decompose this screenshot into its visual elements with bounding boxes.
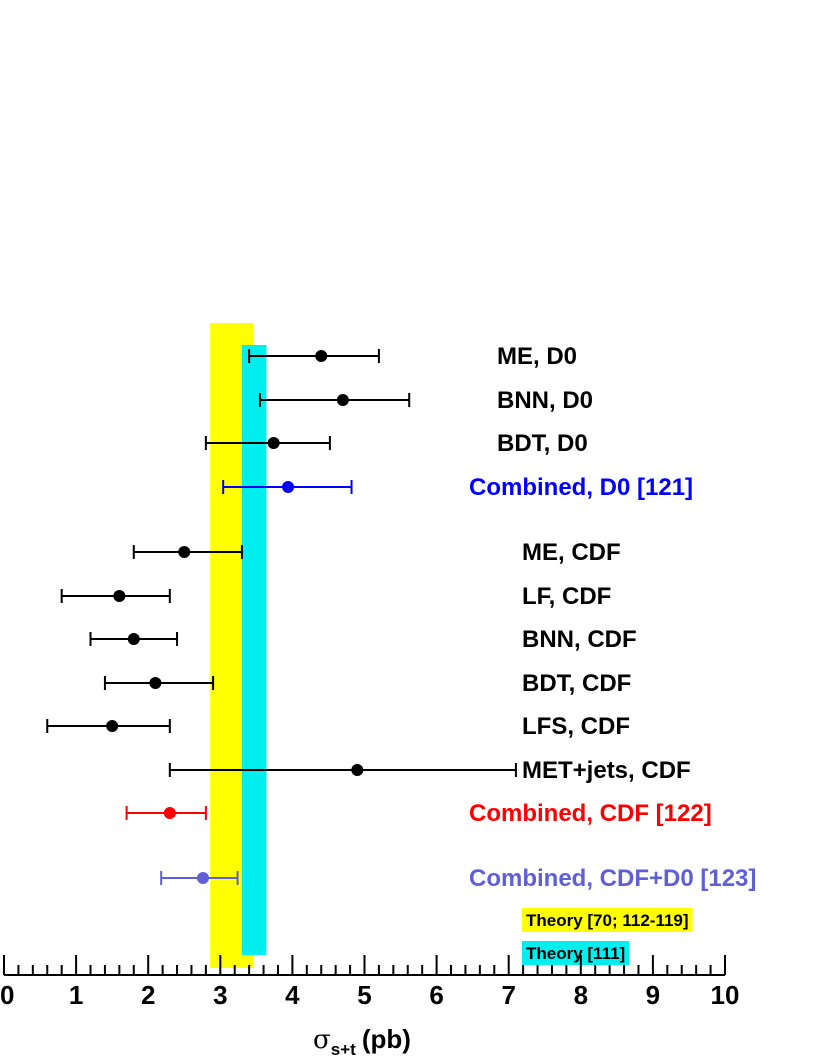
- measurement-12: [160, 871, 239, 885]
- measurement-label-3: BDT, D0: [497, 430, 588, 457]
- measurement-label-11: Combined, CDF [122]: [469, 800, 712, 827]
- measurement-5: [132, 545, 243, 559]
- measurement-1: [248, 349, 380, 363]
- data-point: [178, 546, 191, 558]
- legend-label: Theory [70; 112-119]: [526, 911, 689, 930]
- measurement-points: [46, 349, 517, 885]
- legend-swatch: [522, 941, 630, 965]
- measurement-8: [103, 676, 215, 690]
- x-tick-label-6: 6: [429, 980, 443, 1010]
- x-tick-label-2: 2: [141, 980, 155, 1010]
- legend-label: Theory [111]: [526, 944, 625, 963]
- x-tick-label-1: 1: [69, 980, 83, 1010]
- x-axis-symbol: σ: [313, 1025, 331, 1055]
- theory-bands: [210, 323, 267, 968]
- measurement-label-5: ME, CDF: [522, 539, 621, 566]
- data-point: [196, 872, 209, 884]
- x-tick-label-4: 4: [285, 980, 300, 1010]
- x-axis-title: σs+t (pb): [313, 1024, 411, 1059]
- data-point: [106, 720, 119, 732]
- measurement-2: [258, 393, 411, 407]
- measurement-label-9: LFS, CDF: [522, 713, 630, 740]
- measurement-7: [89, 632, 179, 646]
- data-point: [149, 677, 162, 689]
- data-point: [267, 437, 280, 449]
- x-axis: 0 1 2 3 4 5 6 7 8 9 10: [0, 955, 739, 1010]
- measurement-label-8: BDT, CDF: [522, 670, 631, 697]
- x-tick-label-9: 9: [646, 980, 660, 1010]
- measurement-4: [222, 480, 353, 494]
- data-point: [315, 350, 328, 362]
- x-tick-label-5: 5: [357, 980, 371, 1010]
- legend-swatch: [522, 908, 693, 932]
- measurement-10: [168, 763, 517, 777]
- data-point: [127, 633, 140, 645]
- legend-entry-2: Theory [111]: [522, 941, 630, 965]
- x-tick-label-8: 8: [574, 980, 588, 1010]
- measurement-label-12: Combined, CDF+D0 [123]: [469, 865, 756, 892]
- measurement-label-6: LF, CDF: [522, 583, 611, 610]
- measurement-3: [204, 436, 331, 450]
- data-point: [113, 590, 126, 602]
- x-tick-label-0: 0: [0, 980, 14, 1010]
- measurement-9: [46, 719, 171, 733]
- measurement-label-4: Combined, D0 [121]: [469, 474, 693, 501]
- legend-entry-1: Theory [70; 112-119]: [522, 908, 693, 932]
- measurement-11: [125, 806, 207, 820]
- theory-band-2: [241, 345, 267, 955]
- data-point: [336, 394, 349, 406]
- x-tick-label-7: 7: [501, 980, 515, 1010]
- data-point: [163, 807, 176, 819]
- measurement-label-7: BNN, CDF: [522, 626, 637, 653]
- x-tick-label-3: 3: [213, 980, 227, 1010]
- theory-legend: Theory [70; 112-119] Theory [111]: [522, 908, 693, 965]
- data-point: [351, 764, 364, 776]
- measurement-6: [60, 589, 171, 603]
- measurement-labels: ME, D0 BNN, D0 BDT, D0 Combined, D0 [121] ME…: [469, 343, 756, 892]
- measurement-label-10: MET+jets, CDF: [522, 757, 691, 784]
- measurement-label-2: BNN, D0: [497, 387, 593, 414]
- measurement-label-1: ME, D0: [497, 343, 577, 370]
- x-tick-label-10: 10: [711, 980, 740, 1010]
- x-axis-subscript: s+t: [331, 1040, 356, 1059]
- x-axis-unit: (pb): [362, 1024, 411, 1054]
- data-point: [282, 481, 295, 493]
